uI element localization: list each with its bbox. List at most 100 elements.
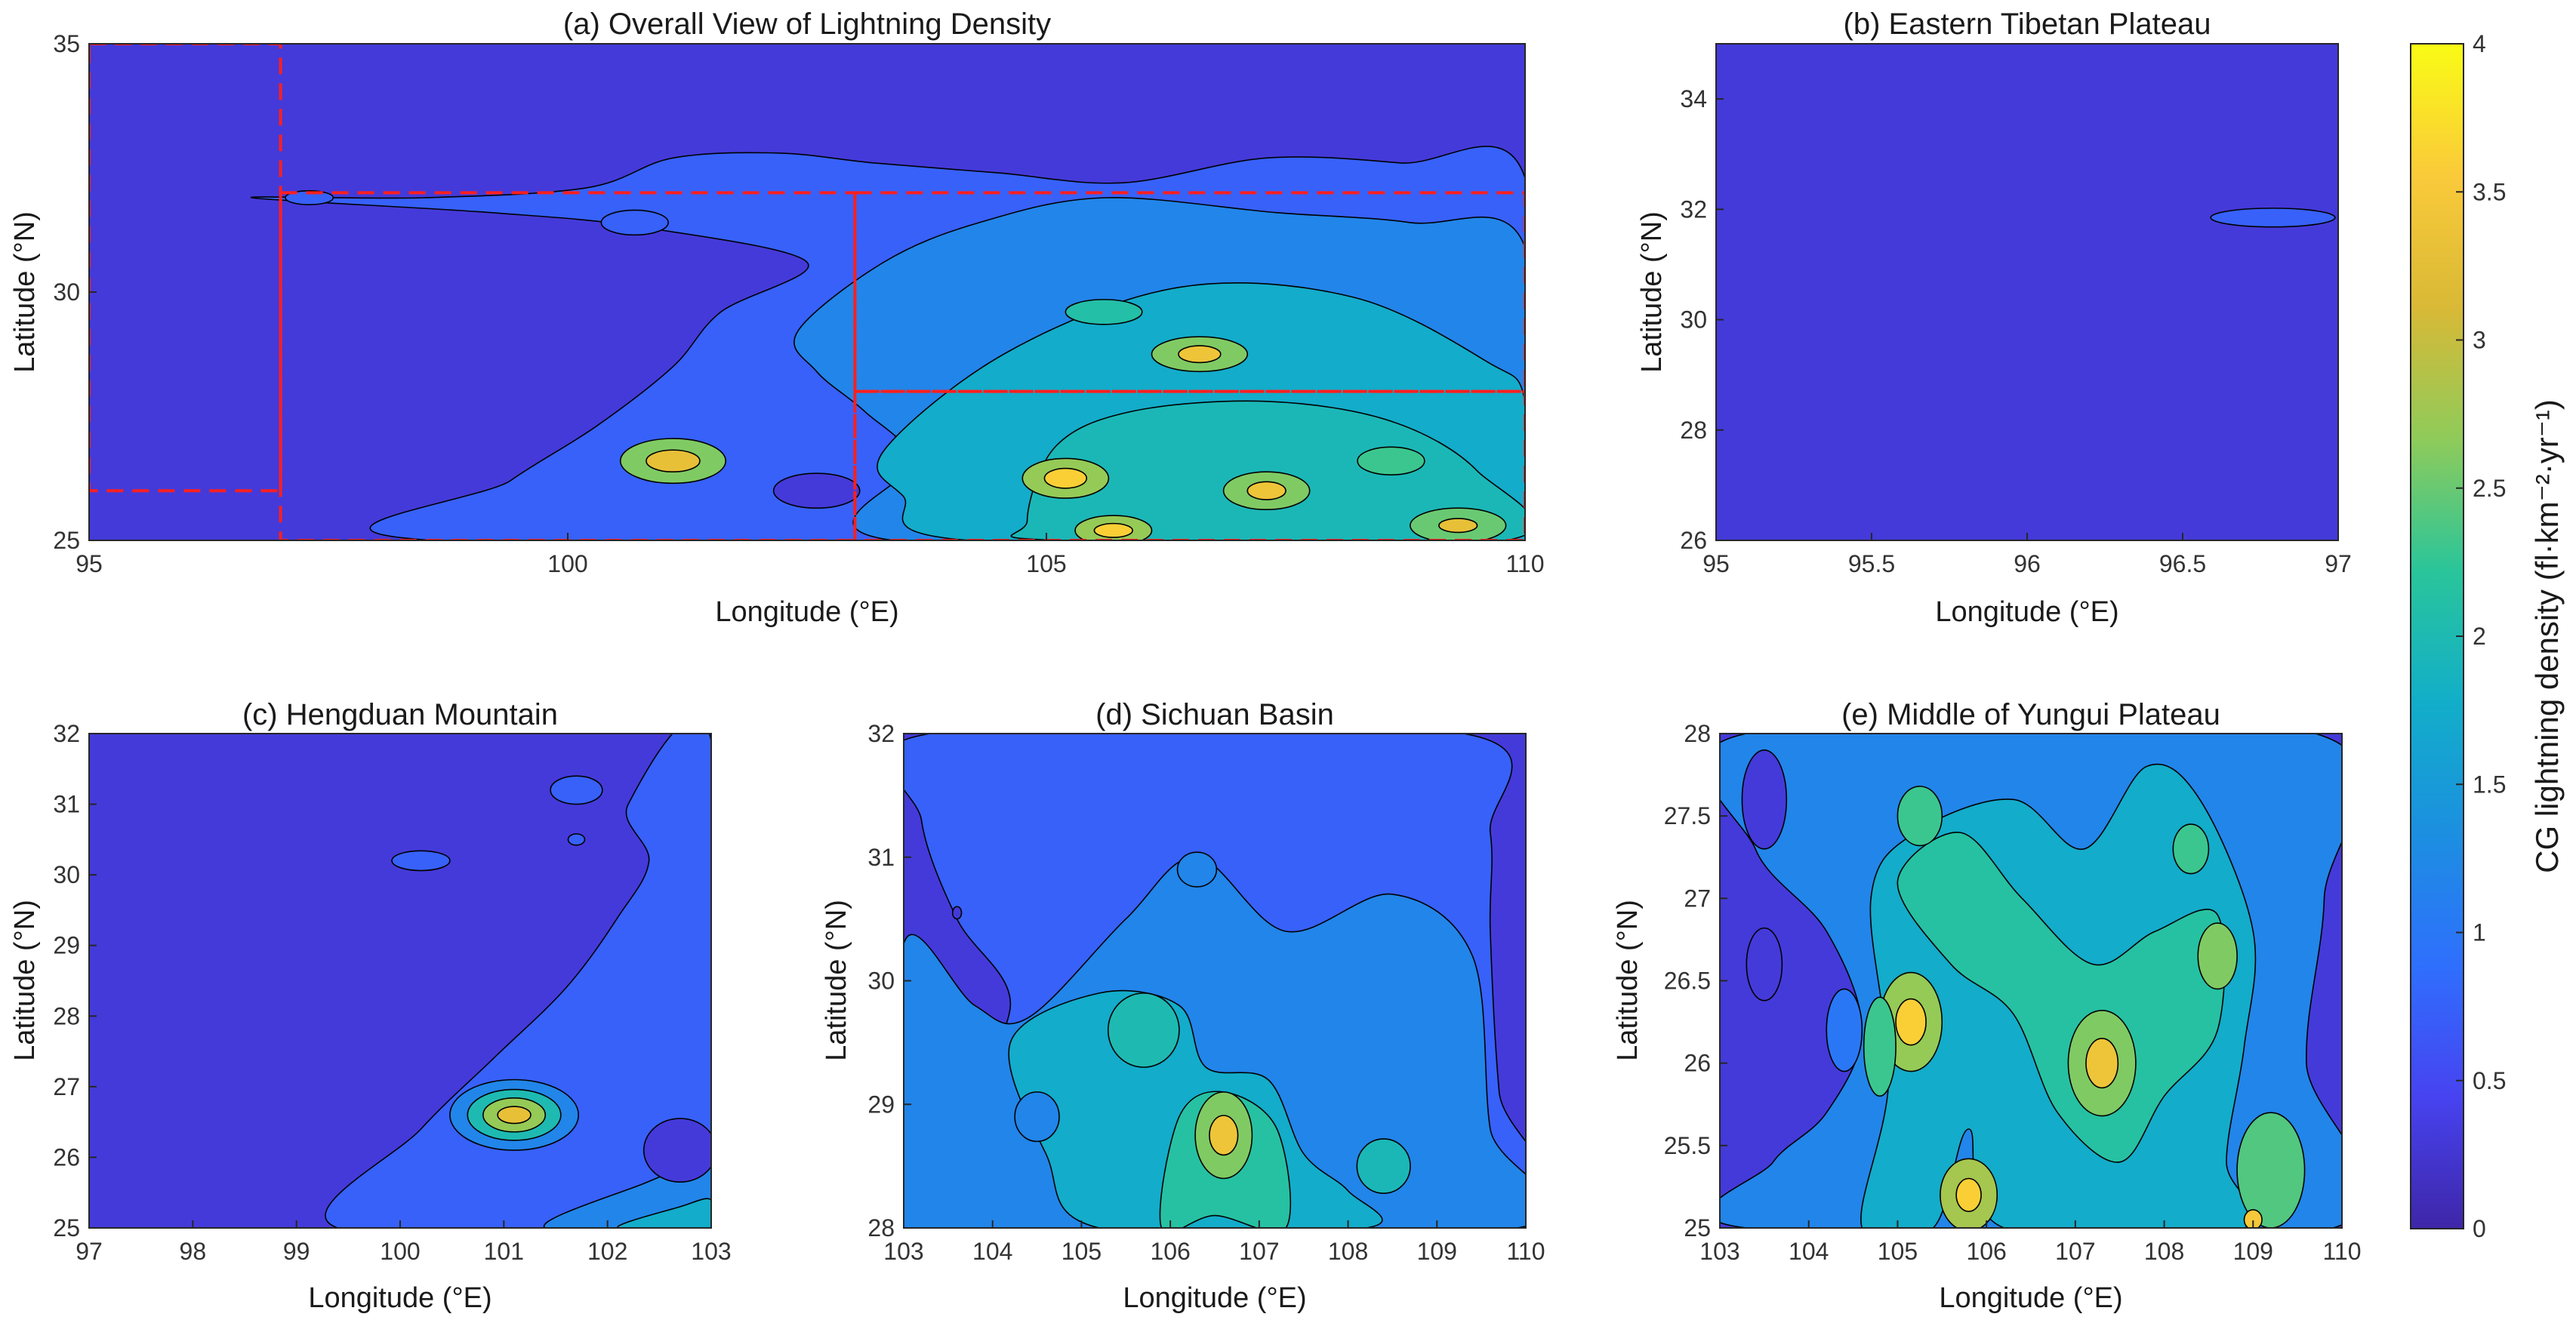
panel-b-title: (b) Eastern Tibetan Plateau	[1844, 8, 2211, 41]
panel-a: (a) Overall View of Lightning Density 95…	[9, 8, 1545, 628]
contour-cell	[2197, 922, 2238, 990]
y-tick-label: 29	[867, 1091, 895, 1118]
contour-cell	[2210, 208, 2336, 228]
y-tick-label: 32	[1680, 195, 1707, 223]
y-tick-label: 26	[1684, 1050, 1711, 1077]
x-tick-label: 104	[1789, 1238, 1829, 1265]
colorbar-tick-label: 4	[2473, 30, 2486, 57]
y-tick-label: 26	[1680, 527, 1707, 554]
colorbar-tick-label: 0.5	[2473, 1067, 2506, 1094]
panel-c-yticks: 25 26 27 28 29 30 31 32	[53, 720, 97, 1242]
x-tick-label: 100	[380, 1238, 420, 1265]
panel-d-title: (d) Sichuan Basin	[1095, 698, 1334, 731]
panel-a-ylabel: Latitude (°N)	[9, 211, 41, 373]
y-tick-label: 32	[867, 720, 895, 747]
contour-cell	[1897, 786, 1943, 847]
x-tick-label: 96.5	[2159, 550, 2206, 577]
colorbar-ticks: 0 0.5 1 1.5 2 2.5 3 3.5 4	[2456, 30, 2506, 1242]
panel-c-xticks: 97 98 99 100 101 102 103	[75, 1220, 732, 1265]
panel-c-ylabel: Latitude (°N)	[9, 900, 41, 1061]
contour-cell	[646, 449, 701, 472]
contour-cell	[1178, 345, 1222, 364]
region-box	[279, 191, 857, 540]
panel-e: (e) Middle of Yungui Plateau 103 104 105 10…	[1612, 698, 2362, 1314]
x-tick-label: 101	[484, 1238, 524, 1265]
contour-cell	[1356, 1138, 1411, 1194]
y-tick-label: 25.5	[1664, 1132, 1711, 1159]
contour-cell	[550, 775, 603, 805]
y-tick-label: 31	[53, 791, 80, 818]
panel-e-xticks: 103 104 105 106 107 108 109 110	[1699, 1220, 2362, 1265]
y-tick-label: 28	[867, 1214, 895, 1242]
panel-e-ylabel: Latitude (°N)	[1612, 900, 1644, 1061]
x-tick-label: 103	[883, 1238, 923, 1265]
x-tick-label: 109	[2233, 1238, 2273, 1265]
contour-cell	[1246, 481, 1286, 500]
panel-c-title: (c) Hengduan Mountain	[242, 698, 558, 731]
panel-d-xlabel: Longitude (°E)	[1123, 1282, 1306, 1314]
y-tick-label: 26	[53, 1143, 80, 1171]
panel-b: (b) Eastern Tibetan Plateau 95 95.5 96 96.5…	[1636, 8, 2352, 628]
panel-b-ylabel: Latitude (°N)	[1636, 211, 1668, 373]
contour-cell	[1895, 998, 1927, 1046]
colorbar-gradient	[2410, 43, 2464, 1229]
x-tick-label: 110	[2322, 1238, 2361, 1265]
x-tick-label: 106	[1150, 1238, 1190, 1265]
panel-b-xticks: 95 95.5 96 96.5 97	[1702, 533, 2352, 577]
panel-b-yticks: 26 28 30 32 34	[1680, 85, 1724, 554]
x-tick-label: 105	[1026, 550, 1066, 577]
contour-cell	[1746, 927, 1783, 1002]
contour-cell	[1014, 1091, 1060, 1143]
y-tick-label: 27	[53, 1073, 80, 1100]
panel-e-title: (e) Middle of Yungui Plateau	[1841, 698, 2220, 731]
contour-cell	[951, 906, 963, 920]
colorbar-tick-label: 0	[2473, 1215, 2486, 1242]
panel-a-xlabel: Longitude (°E)	[715, 596, 898, 628]
contour-cell	[567, 833, 586, 846]
contour-cell	[1065, 299, 1143, 325]
contour-cell	[497, 1106, 532, 1125]
x-tick-label: 102	[587, 1238, 627, 1265]
contour-cell	[1107, 992, 1180, 1068]
y-tick-label: 28	[53, 1002, 80, 1029]
y-tick-label: 28	[1680, 417, 1707, 444]
contour-cell	[1826, 988, 1863, 1072]
panel-c-contours	[325, 734, 711, 1228]
contour-zone	[617, 1198, 711, 1228]
y-tick-label: 35	[53, 30, 80, 57]
contour-zone	[325, 734, 711, 1228]
y-tick-label: 27.5	[1664, 802, 1711, 829]
y-tick-label: 25	[53, 1214, 80, 1242]
x-tick-label: 99	[283, 1238, 310, 1265]
x-tick-label: 103	[1699, 1238, 1739, 1265]
panel-b-background	[1716, 44, 2338, 540]
panel-d-xticks: 103 104 105 106 107 108 109 110	[883, 1220, 1545, 1265]
colorbar-label: CG lightning density (fl·km⁻²·yr⁻¹)	[2529, 399, 2565, 873]
colorbar-tick-label: 3	[2473, 327, 2486, 354]
y-tick-label: 34	[1680, 85, 1707, 112]
contour-cell	[1209, 1115, 1239, 1156]
panel-e-contours	[1720, 734, 2342, 1228]
panel-d: (d) Sichuan Basin 103 104 105 106 107 108 109 1…	[821, 698, 1545, 1314]
x-tick-label: 108	[2144, 1238, 2184, 1265]
y-tick-label: 30	[53, 861, 80, 888]
y-tick-label: 30	[53, 278, 80, 306]
x-tick-label: 100	[547, 550, 587, 577]
contour-cell	[2236, 1112, 2306, 1228]
x-tick-label: 96	[2014, 550, 2041, 577]
x-tick-label: 107	[1239, 1238, 1279, 1265]
contour-cell	[600, 209, 669, 236]
contour-cell	[2172, 823, 2210, 875]
contour-cell	[1438, 518, 1478, 534]
y-tick-label: 30	[1680, 306, 1707, 334]
panel-d-contours	[904, 734, 1526, 1228]
x-tick-label: 104	[972, 1238, 1012, 1265]
x-tick-label: 97	[2325, 550, 2352, 577]
y-tick-label: 26.5	[1664, 968, 1711, 995]
panel-c-xlabel: Longitude (°E)	[308, 1282, 491, 1314]
x-tick-label: 95.5	[1848, 550, 1895, 577]
x-tick-label: 108	[1328, 1238, 1368, 1265]
panel-c: (c) Hengduan Mountain 97 98 99 100 101 102 103…	[9, 698, 732, 1314]
colorbar: 0 0.5 1 1.5 2 2.5 3 3.5 4 CG lightning density (…	[2410, 30, 2565, 1242]
